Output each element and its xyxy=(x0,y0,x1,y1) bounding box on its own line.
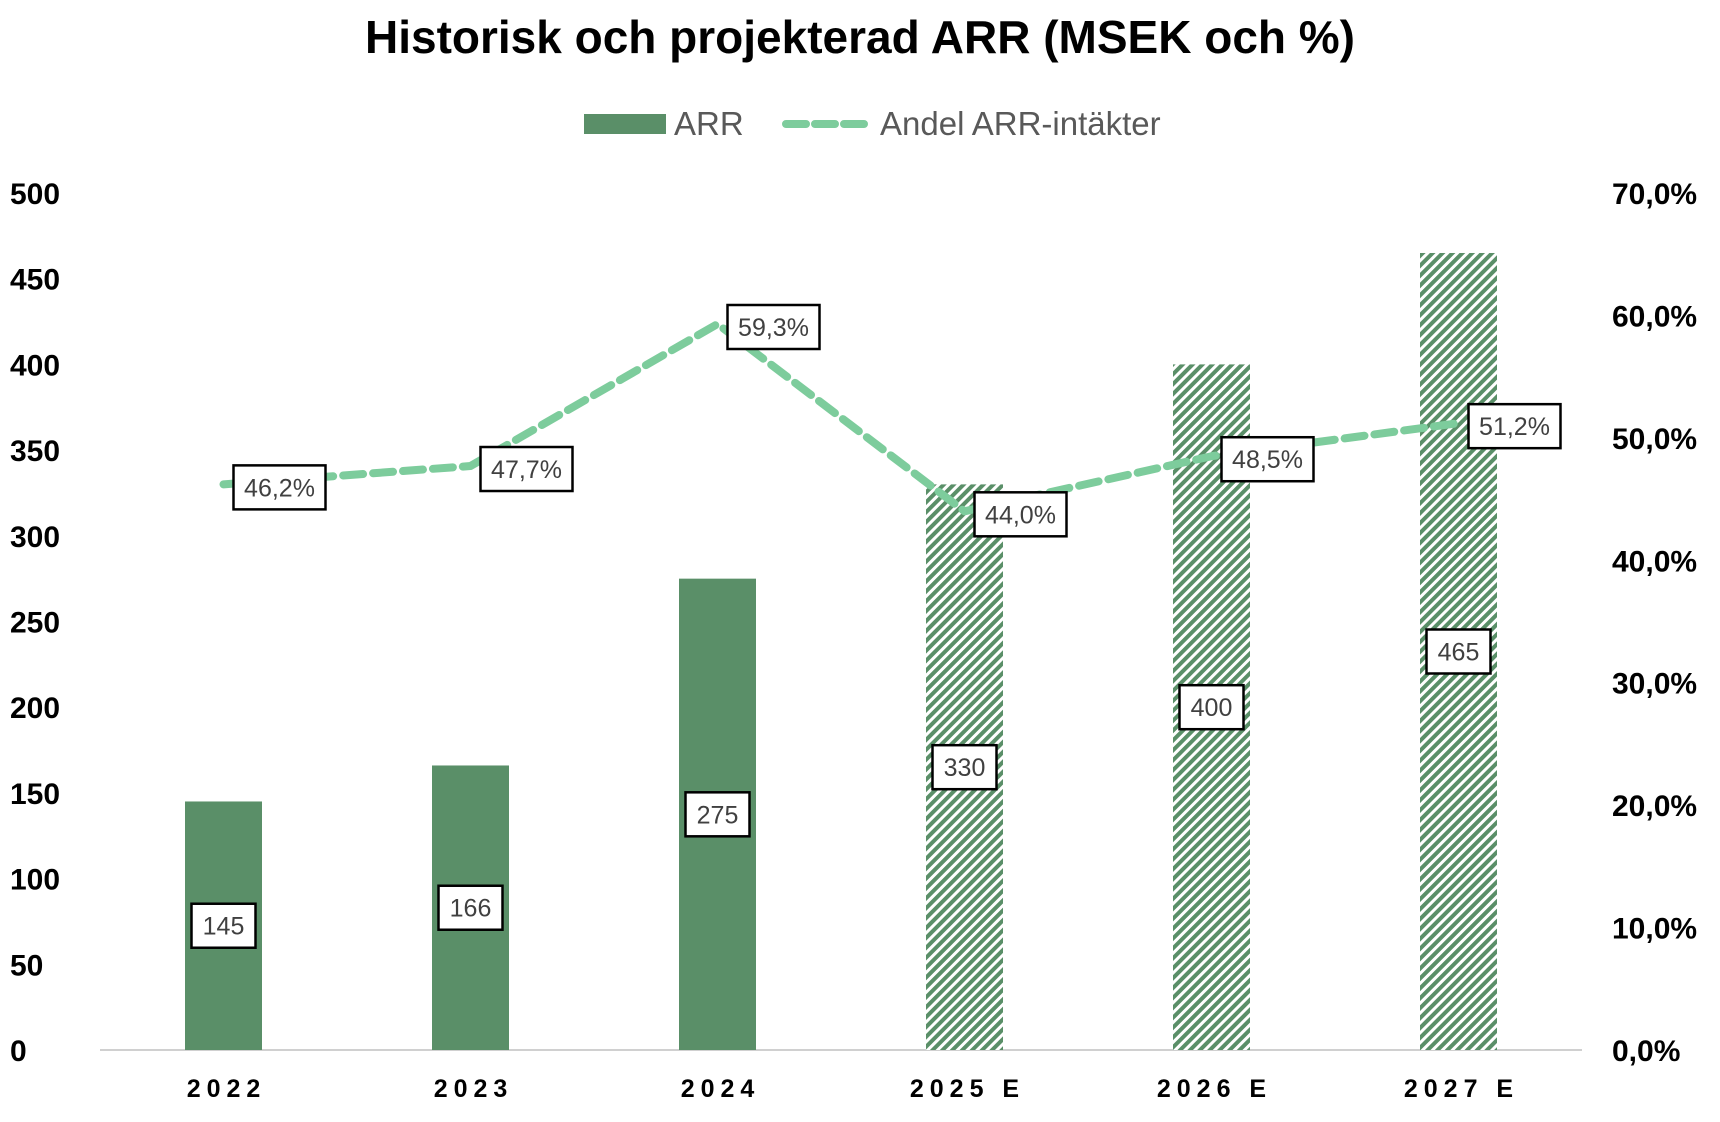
bar-value-label: 145 xyxy=(190,902,257,949)
line-value-label: 47,7% xyxy=(479,445,574,493)
data-label-box xyxy=(1220,435,1315,483)
legend-swatch-arr xyxy=(584,114,666,134)
line-series xyxy=(219,319,1463,516)
y-left-tick-label: 400 xyxy=(10,349,60,382)
y-axis-right: 0,0% 10,0% 20,0% 30,0% 40,0% 50,0% 60,0% 70,0% xyxy=(1612,178,1697,1068)
data-label-box xyxy=(479,445,574,493)
data-label-text: 46,2% xyxy=(244,474,315,502)
line-value-label: 59,3% xyxy=(726,303,821,351)
data-label-box xyxy=(232,464,327,511)
line-value-label: 46,2% xyxy=(232,464,327,511)
y-left-tick-label: 250 xyxy=(10,607,60,640)
y-left-tick-label: 100 xyxy=(10,864,60,897)
y-right-tick-label: 20,0% xyxy=(1612,790,1697,823)
bar-value-label: 275 xyxy=(684,791,751,838)
data-label-box xyxy=(437,884,504,931)
data-label-box xyxy=(190,902,257,949)
andel-arr-line xyxy=(219,319,1463,516)
x-axis: 2022 2023 2024 2025 E 2026 E 2027 E xyxy=(187,1075,1519,1103)
data-label-box xyxy=(1467,402,1562,450)
data-label-text: 400 xyxy=(1191,694,1233,722)
bar-value-label: 465 xyxy=(1425,628,1492,675)
y-left-tick-label: 200 xyxy=(10,692,60,725)
y-right-tick-label: 0,0% xyxy=(1612,1035,1680,1068)
data-label-text: 330 xyxy=(944,754,986,782)
data-label-box xyxy=(726,303,821,351)
x-tick-label: 2022 xyxy=(187,1075,267,1103)
data-labels: 145 166 275 330 400 465 46,2% 47,7% 59,3% 44,0% 48… xyxy=(190,303,1562,949)
data-label-text: 44,0% xyxy=(985,501,1056,529)
y-right-tick-label: 40,0% xyxy=(1612,545,1697,578)
x-tick-label: 2026 E xyxy=(1157,1075,1272,1103)
y-right-tick-label: 70,0% xyxy=(1612,178,1697,211)
y-left-tick-label: 150 xyxy=(10,778,60,811)
data-label-text: 59,3% xyxy=(738,314,809,342)
data-label-text: 275 xyxy=(697,801,739,829)
bar-value-label: 400 xyxy=(1178,683,1245,731)
y-left-tick-label: 350 xyxy=(10,435,60,468)
bar-value-label: 166 xyxy=(437,884,504,931)
bar-value-label: 330 xyxy=(931,743,998,791)
y-axis-left: 0 50 100 150 200 250 300 350 400 450 500 xyxy=(10,178,60,1068)
data-label-text: 166 xyxy=(450,895,492,923)
x-tick-label: 2025 E xyxy=(910,1075,1025,1103)
legend: ARR Andel ARR-intäkter xyxy=(584,105,1161,142)
legend-label-arr: ARR xyxy=(674,105,744,142)
y-left-tick-label: 450 xyxy=(10,264,60,297)
data-label-text: 47,7% xyxy=(491,456,562,484)
data-label-box xyxy=(973,491,1068,538)
data-label-box xyxy=(1178,683,1245,731)
y-right-tick-label: 10,0% xyxy=(1612,913,1697,946)
y-left-tick-label: 0 xyxy=(10,1035,27,1068)
y-right-tick-label: 50,0% xyxy=(1612,423,1697,456)
y-left-tick-label: 500 xyxy=(10,178,60,211)
data-label-text: 465 xyxy=(1438,638,1480,666)
y-right-tick-label: 30,0% xyxy=(1612,668,1697,701)
x-tick-label: 2023 xyxy=(434,1075,514,1103)
chart-title: Historisk och projekterad ARR (MSEK och … xyxy=(365,11,1355,63)
bar-series xyxy=(185,252,1497,1051)
y-left-tick-label: 50 xyxy=(10,949,43,982)
data-label-box xyxy=(684,791,751,838)
y-left-tick-label: 300 xyxy=(10,521,60,554)
x-tick-label: 2027 E xyxy=(1404,1075,1519,1103)
legend-label-andel: Andel ARR-intäkter xyxy=(880,105,1161,142)
line-value-label: 44,0% xyxy=(973,491,1068,538)
data-label-box xyxy=(1425,628,1492,675)
line-value-label: 48,5% xyxy=(1220,435,1315,483)
line-value-label: 51,2% xyxy=(1467,402,1562,450)
data-label-text: 145 xyxy=(203,913,245,941)
data-label-box xyxy=(931,743,998,791)
x-tick-label: 2024 xyxy=(681,1075,761,1103)
data-label-text: 48,5% xyxy=(1232,446,1303,474)
data-label-text: 51,2% xyxy=(1479,413,1550,441)
y-right-tick-label: 60,0% xyxy=(1612,300,1697,333)
